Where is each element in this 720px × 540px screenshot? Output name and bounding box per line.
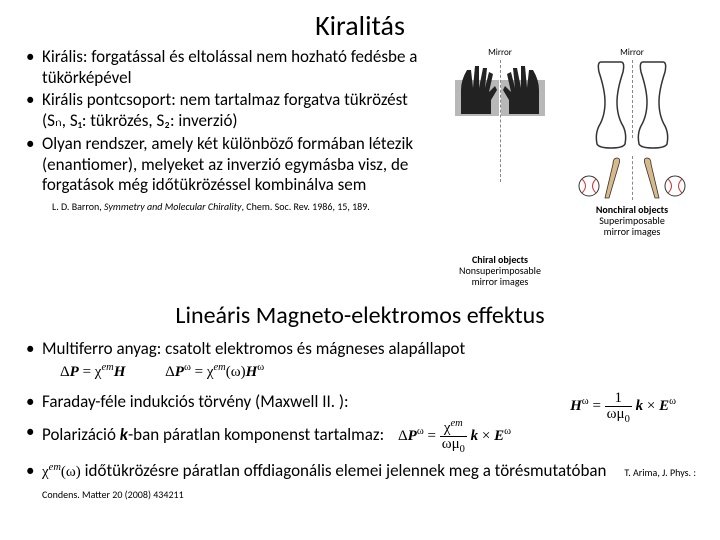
caption-sub: Superimposablemirror images xyxy=(599,214,665,238)
glasses-scene xyxy=(572,60,692,156)
bullet-item: Polarizáció k-ban páratlan komponenst ta… xyxy=(24,421,696,452)
glass-left-icon xyxy=(591,60,631,150)
citation-barron: L. D. Barron, Symmetry and Molecular Chi… xyxy=(24,200,428,213)
right-hand-icon xyxy=(501,60,545,116)
glass-right-icon xyxy=(633,60,673,150)
caption-sub: Nonsuperimposablemirror images xyxy=(459,264,541,288)
bullet-item: Királis pontcsoport: nem tartalmaz forga… xyxy=(24,90,428,131)
left-hand-icon xyxy=(455,60,499,116)
citation-author: L. D. Barron, xyxy=(52,200,104,213)
chiral-panel: Mirror Chiral objec xyxy=(436,47,564,287)
bullet-item: Faraday-féle indukciós törvény (Maxwell … xyxy=(24,391,696,413)
top-text-col: Királis: forgatással és eltolással nem h… xyxy=(24,47,428,287)
bullet-item: Királis: forgatással és eltolással nem h… xyxy=(24,47,428,88)
subtitle: Lineáris Magneto-elektromos effektus xyxy=(24,301,696,330)
bullet-text: Multiferro anyag: csatolt elektromos és … xyxy=(42,338,465,359)
bullet-item: Olyan rendszer, amely két különböző form… xyxy=(24,134,428,196)
mirror-line-icon xyxy=(632,156,633,200)
equation-deltaPk: ΔPω = χemωμ0 k × Eω xyxy=(398,428,511,444)
equation-faraday: Hω = 1ωμ0 k × Eω xyxy=(570,391,676,422)
lower-section: Multiferro anyag: csatolt elektromos és … xyxy=(24,338,696,504)
baseball-scene xyxy=(572,156,692,200)
bullet-text: Faraday-féle indukciós törvény (Maxwell … xyxy=(42,391,349,412)
equation-deltaP: ΔP = χemH ΔPω = χem(ω)Hω xyxy=(42,364,282,380)
bullet-item: Multiferro anyag: csatolt elektromos és … xyxy=(24,338,696,383)
slide-root: Kiralitás Királis: forgatással és eltolá… xyxy=(0,0,720,540)
nonchiral-caption: Nonchiral objects Superimposablemirror i… xyxy=(596,204,668,237)
figure-panel: Mirror Chiral objec xyxy=(436,47,696,287)
page-title: Kiralitás xyxy=(24,8,696,43)
mirror-line-icon xyxy=(500,60,501,182)
mirror-label: Mirror xyxy=(620,47,644,58)
citation-rest: , Chem. Soc. Rev. 1986, 15, 189. xyxy=(242,200,370,213)
citation-title: Symmetry and Molecular Chirality xyxy=(104,200,242,213)
nonchiral-panel: Mirror xyxy=(568,47,696,287)
hands-scene xyxy=(440,60,560,200)
bullet-item: χem(ω) időtükrözésre páratlan offdiagoná… xyxy=(24,460,696,505)
bullet-text: Polarizáció k-ban páratlan komponenst ta… xyxy=(42,424,384,445)
ball-bat-left xyxy=(472,200,528,250)
top-row: Királis: forgatással és eltolással nem h… xyxy=(24,47,696,287)
top-bullet-list: Királis: forgatással és eltolással nem h… xyxy=(24,47,428,196)
mirror-line-icon xyxy=(632,60,633,138)
bottom-bullet-list: Multiferro anyag: csatolt elektromos és … xyxy=(24,338,696,504)
ball-bat-left-icon xyxy=(575,156,631,200)
equation-chi: χem(ω) xyxy=(42,464,81,480)
ball-bat-right-icon xyxy=(633,156,689,200)
mirror-label: Mirror xyxy=(488,47,512,58)
bullet-text: időtükrözésre páratlan offdiagonális ele… xyxy=(85,460,607,481)
chiral-caption: Chiral objects Nonsuperimposablemirror i… xyxy=(459,254,541,287)
